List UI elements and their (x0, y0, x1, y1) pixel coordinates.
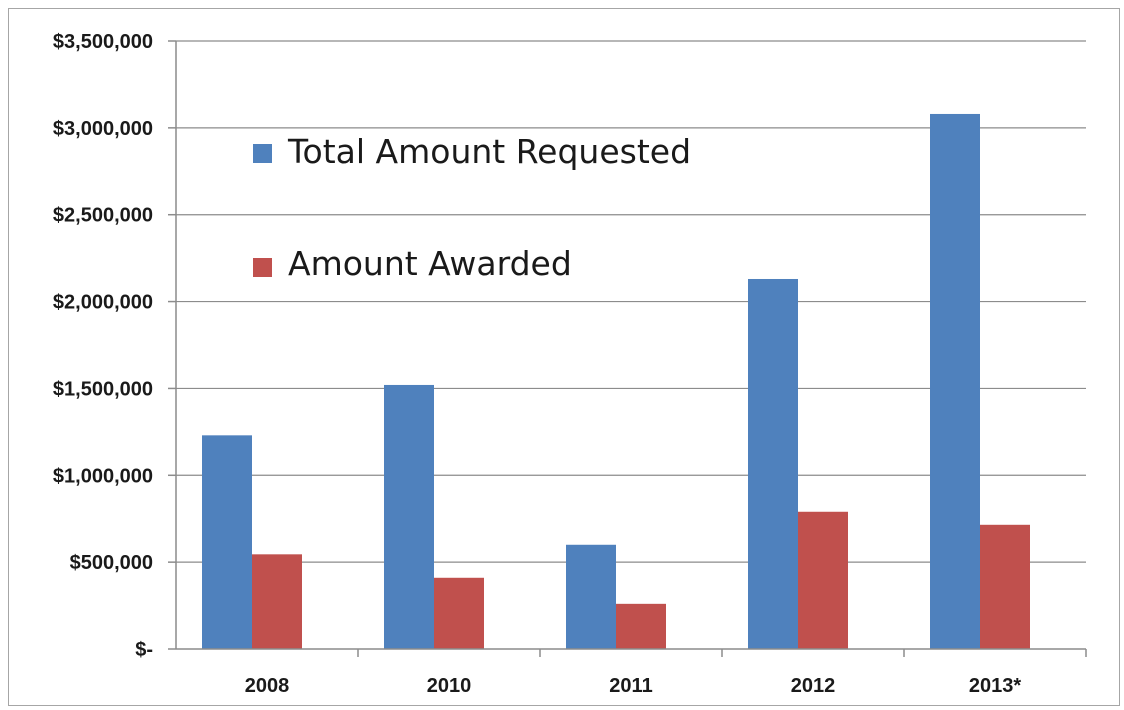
x-tick-label: 2010 (427, 675, 472, 697)
x-tick-labels: 2008 2010 2011 2012 2013* (245, 649, 1087, 697)
bar-awarded-2013 (980, 524, 1030, 649)
legend-swatch-requested (253, 144, 272, 163)
legend-label-requested: Total Amount Requested (287, 132, 691, 171)
bar-chart: $- $500,000 $1,000,000 $1,500,000 $2,000,000… (53, 31, 1087, 697)
y-tick-label: $2,500,000 (53, 205, 153, 227)
x-tick-label: 2008 (245, 675, 290, 697)
bar-requested-2012 (748, 278, 798, 649)
bar-requested-2011 (566, 544, 616, 649)
bar-awarded-2012 (798, 511, 848, 649)
y-tick-label: $2,000,000 (53, 292, 153, 314)
x-tick-label: 2012 (791, 675, 836, 697)
bar-requested-2010 (384, 384, 434, 649)
gridlines (176, 40, 1086, 563)
legend-label-awarded: Amount Awarded (288, 244, 572, 283)
y-tick-label: $3,000,000 (53, 118, 153, 140)
y-tick-label: $1,000,000 (53, 465, 153, 487)
x-tick-label: 2011 (609, 675, 652, 697)
y-tick-label: $1,500,000 (53, 378, 153, 400)
y-tick-label: $3,500,000 (53, 31, 153, 53)
axes (175, 41, 1086, 650)
legend: Total Amount Requested Amount Awarded (253, 132, 691, 283)
x-tick-label: 2013* (969, 675, 1021, 697)
bar-awarded-2010 (434, 577, 484, 649)
bar-requested-2008 (202, 435, 252, 649)
chart-frame: $- $500,000 $1,000,000 $1,500,000 $2,000,000… (8, 8, 1120, 706)
bar-awarded-2008 (252, 554, 302, 649)
bar-awarded-2011 (616, 603, 666, 649)
y-tick-label: $- (135, 639, 153, 661)
y-tick-label: $500,000 (70, 552, 153, 574)
bar-requested-2013 (930, 113, 980, 649)
bars (202, 113, 1030, 649)
legend-swatch-awarded (253, 258, 272, 277)
y-tick-labels: $- $500,000 $1,000,000 $1,500,000 $2,000,000… (53, 31, 176, 661)
